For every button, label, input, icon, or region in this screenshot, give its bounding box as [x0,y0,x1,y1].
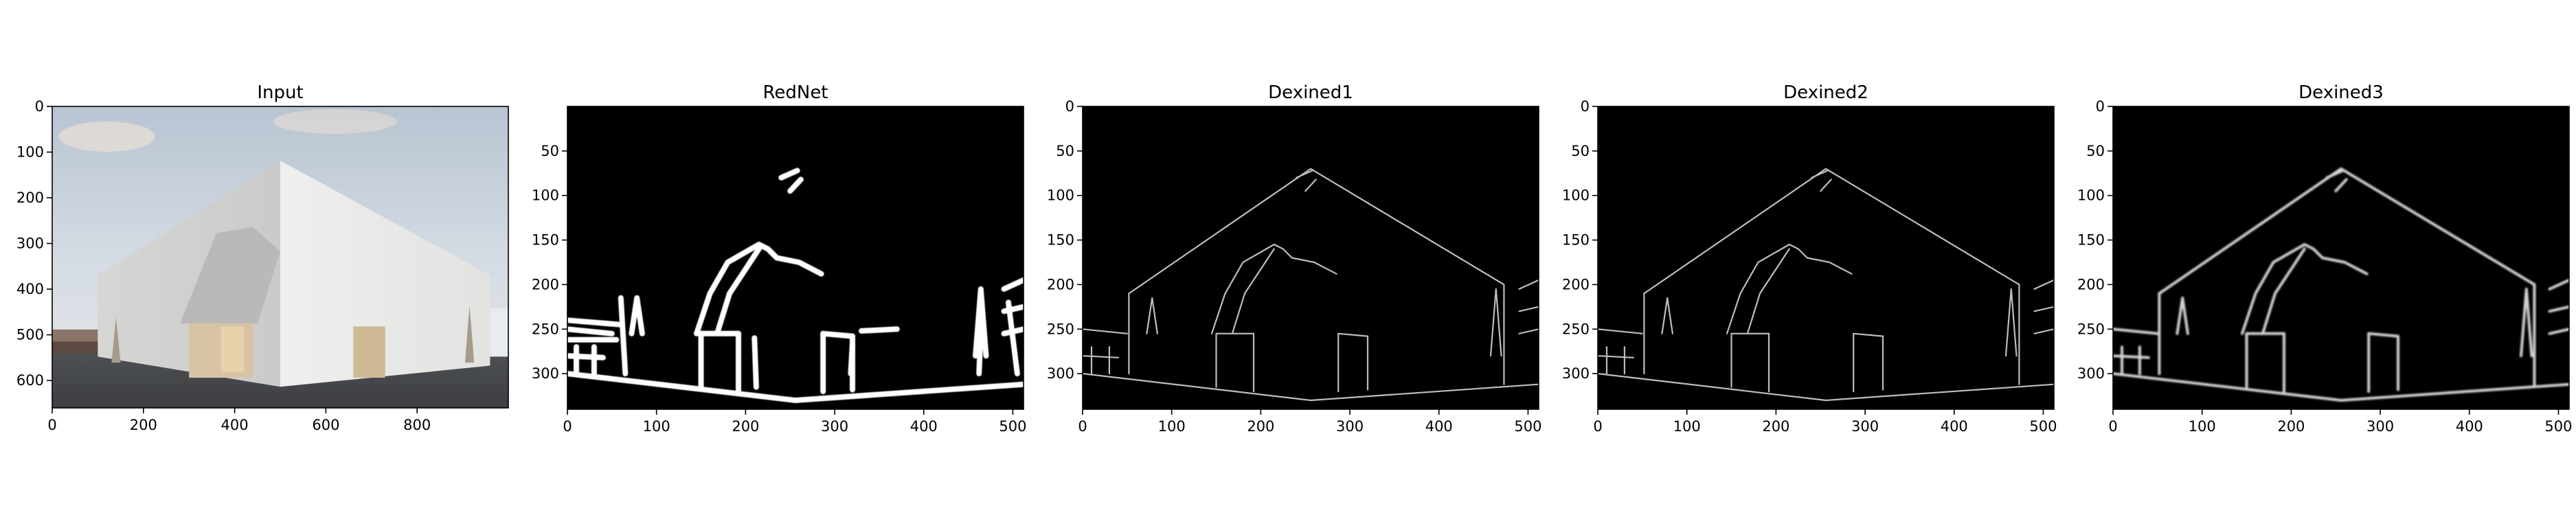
y-tick-label: 0 [2096,98,2105,115]
building-right-face [280,161,490,387]
x-tick-label: 100 [1673,418,1701,435]
edge-map [1598,168,2054,402]
y-tick-label: 500 [16,327,44,343]
edge-map [567,168,1024,403]
y-tick-label: 150 [1562,232,1590,249]
panel-title: Dexined2 [1783,82,1868,103]
x-tick-label: 200 [732,418,759,435]
y-tick-label: 150 [532,232,559,249]
x-tick-label: 200 [1762,418,1789,435]
panel-image [52,106,508,408]
x-tick-label: 300 [1336,418,1364,435]
x-tick-label: 200 [2277,418,2305,435]
y-tick-label: 50 [1056,143,1074,159]
x-tick-label: 100 [2189,418,2216,435]
x-tick-label: 500 [1514,418,1541,435]
y-tick-label: 250 [532,321,559,337]
panel-image [1598,106,2054,409]
edge-map [2113,167,2569,402]
x-tick-label: 200 [130,417,157,433]
x-tick-label: 0 [2108,418,2117,435]
y-tick-label: 600 [16,372,44,389]
y-tick-label: 300 [1047,365,1074,382]
x-tick-label: 0 [1078,418,1087,435]
panel-title: RedNet [762,82,828,103]
x-tick-label: 200 [1247,418,1274,435]
panel-image [1083,106,1539,409]
x-tick-label: 300 [2366,418,2394,435]
panel-title: Input [257,82,303,103]
y-tick-label: 200 [16,190,44,206]
x-tick-label: 400 [221,417,249,433]
y-tick-label: 50 [2086,143,2105,159]
x-tick-label: 800 [403,417,431,433]
y-tick-label: 200 [2077,276,2105,293]
panel-1: Input 0 200 400 600 800 0 100 200 300 400 500 600 [16,82,509,433]
x-tick-label: 400 [910,418,938,435]
y-tick-label: 300 [2077,365,2105,382]
x-tick-label: 0 [563,418,572,435]
axes-frame [52,106,509,409]
x-tick-label: 100 [643,418,670,435]
y-tick-label: 200 [1047,276,1074,293]
panel-title: Dexined3 [2298,82,2384,103]
y-tick-label: 100 [1047,187,1074,204]
x-tick-label: 500 [999,418,1026,435]
x-tick-label: 0 [1593,418,1602,435]
x-tick-label: 400 [1941,418,1968,435]
panel-title: Dexined1 [1268,82,1353,103]
edge-map [1083,168,1539,402]
y-tick-label: 250 [1047,321,1074,337]
panel-4: Dexined2 0 100 200 300 400 500 0 50 100 150 200 250 3… [1562,82,2057,435]
panel-5: Dexined3 0 100 200 300 400 500 0 50 100 150 200 250 3… [2077,82,2573,435]
y-tick-label: 200 [532,276,559,293]
y-tick-label: 400 [16,281,44,297]
x-tick-label: 400 [2456,418,2483,435]
x-tick-label: 400 [1425,418,1453,435]
y-tick-label: 50 [1571,143,1590,159]
y-tick-label: 300 [532,365,559,382]
y-tick-label: 300 [1562,365,1590,382]
x-tick-label: 300 [1851,418,1879,435]
x-tick-label: 300 [821,418,848,435]
panel-image [2113,106,2569,409]
y-tick-label: 0 [35,98,44,115]
x-tick-label: 500 [2544,418,2572,435]
y-tick-label: 150 [1047,232,1074,249]
y-tick-label: 100 [16,144,44,161]
x-tick-label: 500 [2029,418,2057,435]
y-tick-label: 0 [1065,98,1074,115]
axes-frame [1082,106,1539,410]
panel-image [567,106,1024,409]
y-tick-label: 200 [1562,276,1590,293]
x-tick-label: 100 [1158,418,1186,435]
y-tick-label: 300 [16,236,44,252]
y-tick-label: 100 [2077,187,2105,204]
y-tick-label: 0 [1581,98,1590,115]
axes-frame [2112,106,2570,410]
panel-2: RedNet 0 100 200 300 400 500 50 100 150 200 250 300 [532,82,1027,435]
y-tick-label: 100 [1562,187,1590,204]
axes-frame [1597,106,2055,410]
x-tick-label: 600 [312,417,339,433]
y-tick-label: 100 [532,187,559,204]
y-tick-label: 50 [541,143,559,159]
y-tick-label: 250 [1562,321,1590,337]
axes-frame [567,106,1024,410]
x-tick-label: 0 [47,417,56,433]
panel-3: Dexined1 0 100 200 300 400 500 0 50 100 150 200 250 3… [1047,82,1542,435]
y-tick-label: 250 [2077,321,2105,337]
y-tick-label: 150 [2077,232,2105,249]
